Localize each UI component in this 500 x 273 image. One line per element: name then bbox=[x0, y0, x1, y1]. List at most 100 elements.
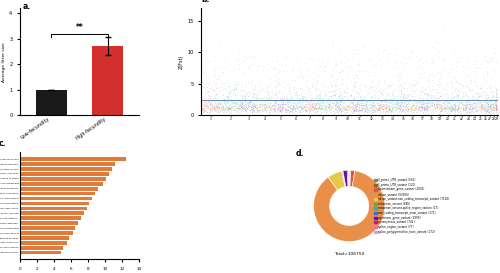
Point bbox=[398, 108, 406, 113]
Point bbox=[410, 103, 418, 108]
Point bbox=[380, 89, 388, 94]
Point bbox=[307, 107, 315, 111]
Point bbox=[286, 90, 294, 94]
Point bbox=[318, 103, 326, 108]
Point bbox=[443, 82, 451, 87]
Point bbox=[299, 75, 307, 79]
Point bbox=[308, 85, 316, 90]
Point bbox=[264, 103, 272, 108]
Point bbox=[482, 54, 490, 59]
Point bbox=[463, 103, 471, 108]
Point bbox=[459, 87, 467, 91]
Point bbox=[380, 51, 388, 55]
Point bbox=[292, 102, 300, 106]
Point bbox=[327, 108, 335, 112]
Point bbox=[445, 105, 453, 109]
Point bbox=[284, 102, 292, 106]
Text: Total=106750: Total=106750 bbox=[334, 252, 364, 256]
Point bbox=[470, 106, 478, 111]
Point bbox=[398, 105, 406, 109]
Point bbox=[262, 108, 270, 112]
Point bbox=[236, 107, 244, 111]
Point bbox=[289, 79, 297, 83]
Point bbox=[278, 90, 285, 94]
Point bbox=[440, 108, 448, 112]
Point bbox=[390, 106, 398, 111]
Point bbox=[465, 108, 473, 112]
Point bbox=[224, 101, 232, 105]
Point bbox=[257, 111, 265, 115]
Point bbox=[222, 102, 230, 106]
Point bbox=[203, 91, 211, 95]
Point bbox=[462, 106, 470, 110]
Point bbox=[235, 99, 243, 104]
Point bbox=[376, 92, 384, 96]
Point bbox=[452, 108, 460, 112]
Point bbox=[368, 109, 376, 114]
Point bbox=[310, 106, 318, 111]
Point bbox=[244, 92, 252, 96]
Point bbox=[401, 38, 409, 42]
Point bbox=[493, 93, 500, 97]
Point bbox=[447, 107, 455, 111]
Point bbox=[420, 89, 428, 93]
Point bbox=[364, 110, 372, 115]
Point bbox=[376, 106, 384, 110]
Point bbox=[248, 105, 256, 109]
Point bbox=[202, 87, 209, 91]
Point bbox=[444, 107, 452, 111]
Point bbox=[316, 108, 324, 112]
Point bbox=[346, 104, 354, 109]
Point bbox=[263, 105, 271, 109]
Point bbox=[428, 100, 436, 104]
Point bbox=[296, 98, 304, 102]
Point bbox=[407, 106, 415, 111]
Point bbox=[264, 97, 272, 101]
Point bbox=[446, 109, 454, 113]
Point bbox=[400, 91, 408, 95]
Point bbox=[460, 94, 468, 99]
Point bbox=[436, 82, 444, 87]
Point bbox=[206, 98, 214, 103]
Point bbox=[408, 106, 416, 111]
Point bbox=[470, 100, 478, 104]
Point bbox=[427, 102, 435, 107]
Point bbox=[226, 103, 234, 108]
Point bbox=[447, 97, 455, 101]
Point bbox=[466, 102, 474, 107]
Point bbox=[332, 111, 340, 115]
Point bbox=[418, 105, 426, 110]
Point bbox=[415, 110, 423, 114]
Point bbox=[404, 106, 412, 111]
Point bbox=[384, 108, 392, 112]
Point bbox=[280, 98, 288, 102]
Point bbox=[492, 107, 500, 111]
Point bbox=[446, 104, 454, 109]
Point bbox=[396, 107, 404, 111]
Point bbox=[358, 108, 366, 112]
Point bbox=[422, 101, 430, 105]
Point bbox=[492, 99, 500, 103]
Point bbox=[292, 109, 300, 113]
Point bbox=[493, 99, 500, 103]
Point bbox=[332, 103, 340, 108]
Point bbox=[348, 93, 356, 97]
Point bbox=[477, 104, 485, 108]
Point bbox=[296, 87, 304, 91]
Point bbox=[312, 111, 320, 115]
Point bbox=[238, 101, 246, 105]
Point bbox=[342, 61, 349, 66]
Point bbox=[435, 103, 443, 107]
Point bbox=[363, 103, 371, 107]
Point bbox=[491, 105, 499, 109]
Point bbox=[328, 105, 336, 109]
Point bbox=[318, 106, 326, 111]
Point bbox=[251, 93, 259, 97]
Point bbox=[387, 109, 395, 113]
Point bbox=[200, 71, 208, 75]
Point bbox=[448, 62, 456, 66]
Point bbox=[264, 67, 272, 72]
Point bbox=[312, 87, 320, 92]
Point bbox=[288, 107, 296, 111]
Point bbox=[200, 100, 208, 105]
